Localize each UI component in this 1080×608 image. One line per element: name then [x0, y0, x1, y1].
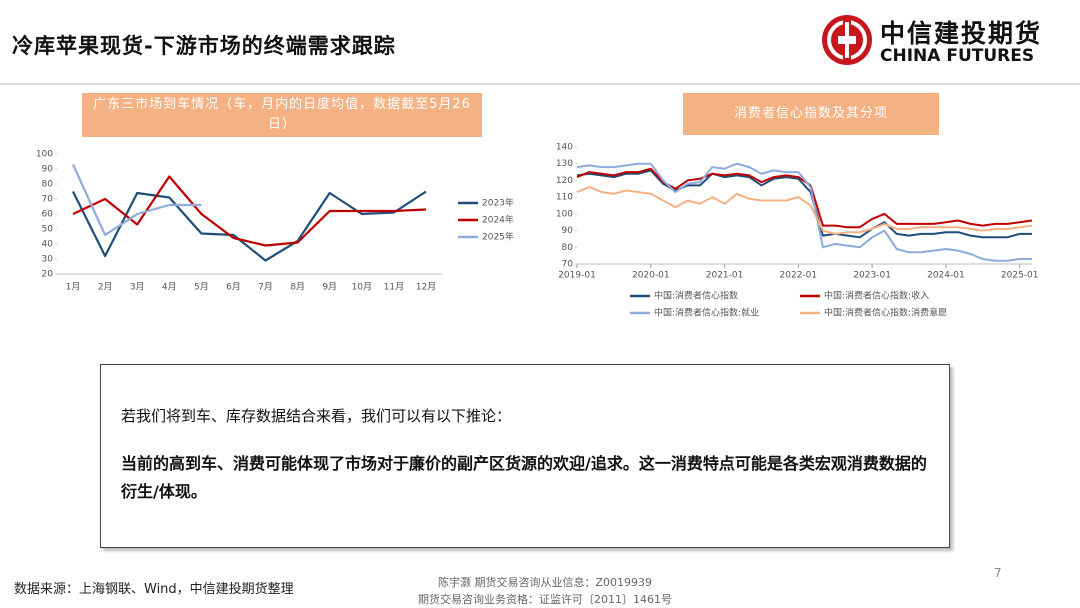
x-tick-label: 11月 [384, 282, 404, 293]
license-info: 期货交易咨询业务资格：证监许可〔2011〕1461号 [418, 593, 672, 606]
logo-mark [822, 15, 872, 65]
series-line [576, 169, 1032, 239]
logo-cn: 中信建投期货 [880, 19, 1043, 48]
y-tick-label: 20 [42, 270, 54, 280]
y-tick-label: 50 [42, 225, 54, 235]
y-tick-label: 40 [42, 240, 54, 250]
x-tick-label: 12月 [416, 282, 436, 293]
x-tick-label: 6月 [226, 282, 241, 293]
series-line [71, 164, 202, 237]
y-tick-label: 70 [42, 195, 54, 205]
x-tick-label: 2023-01 [853, 271, 891, 281]
chart-title: 消费者信心指数及其分项 [683, 93, 939, 135]
legend-label: 中国:消费者信心指数:就业 [654, 307, 759, 319]
y-tick-label: 130 [556, 159, 573, 169]
y-tick-label: 70 [562, 260, 574, 270]
series-line [576, 167, 1033, 229]
x-tick-label: 2024-01 [927, 271, 965, 281]
x-tick-label: 7月 [258, 282, 273, 293]
y-tick-label: 80 [562, 243, 574, 253]
logo-en: CHINA FUTURES [880, 46, 1035, 66]
y-tick-label: 80 [42, 180, 54, 190]
x-tick-label: 4月 [162, 282, 177, 293]
legend-label: 2023年 [482, 197, 514, 209]
y-tick-label: 60 [42, 210, 54, 220]
conclusion-text: 当前的高到车、消费可能体现了市场对于廉价的副产区货源的欢迎/追求。这一消费特点可… [121, 454, 927, 501]
legend-label: 中国:消费者信心指数:消费意愿 [824, 307, 947, 319]
text-box: 若我们将到车、库存数据结合来看，我们可以有以下推论： 当前的高到车、消费可能体现… [100, 364, 950, 548]
y-tick-label: 100 [36, 150, 53, 160]
x-tick-label: 2020-01 [632, 271, 670, 281]
x-tick-label: 2021-01 [706, 271, 744, 281]
x-tick-label: 5月 [194, 282, 209, 293]
x-tick-label: 8月 [290, 282, 305, 293]
series-line [72, 190, 427, 262]
y-tick-label: 100 [556, 209, 573, 219]
x-tick-label: 10月 [352, 282, 372, 293]
slide-title: 冷库苹果现货-下游市场的终端需求跟踪 [12, 34, 396, 58]
source-note: 数据来源：上海钢联、Wind，中信建投期货整理 [14, 582, 294, 597]
x-tick-label: 1月 [66, 282, 81, 293]
x-tick-label: 2022-01 [780, 271, 818, 281]
analyst-info: 陈宇灏 期货交易咨询从业信息：Z0019939 [437, 576, 653, 589]
y-tick-label: 140 [556, 143, 573, 153]
legend-label: 2025年 [482, 231, 514, 243]
y-tick-label: 110 [556, 193, 573, 203]
x-tick-label: 9月 [322, 282, 337, 293]
x-tick-label: 2019-01 [558, 271, 596, 281]
x-tick-label: 2月 [98, 282, 113, 293]
y-tick-label: 120 [556, 176, 573, 186]
x-tick-label: 2025-01 [1001, 271, 1039, 281]
y-tick-label: 90 [42, 165, 54, 175]
series-line [576, 162, 1032, 262]
page-number: 7 [994, 566, 1002, 580]
y-tick-label: 30 [42, 255, 54, 265]
legend-label: 2024年 [482, 214, 514, 226]
x-tick-label: 3月 [130, 282, 145, 293]
series-line [72, 175, 427, 247]
chart-title: 广东三市场到车情况（车，月内的日度均值，数据截至5月26日） [82, 93, 482, 137]
series-line [576, 186, 1033, 235]
legend-label: 中国:消费者信心指数:收入 [824, 290, 929, 302]
intro-text: 若我们将到车、库存数据结合来看，我们可以有以下推论： [121, 407, 512, 425]
y-tick-label: 90 [562, 226, 574, 236]
legend-label: 中国:消费者信心指数 [654, 290, 738, 302]
